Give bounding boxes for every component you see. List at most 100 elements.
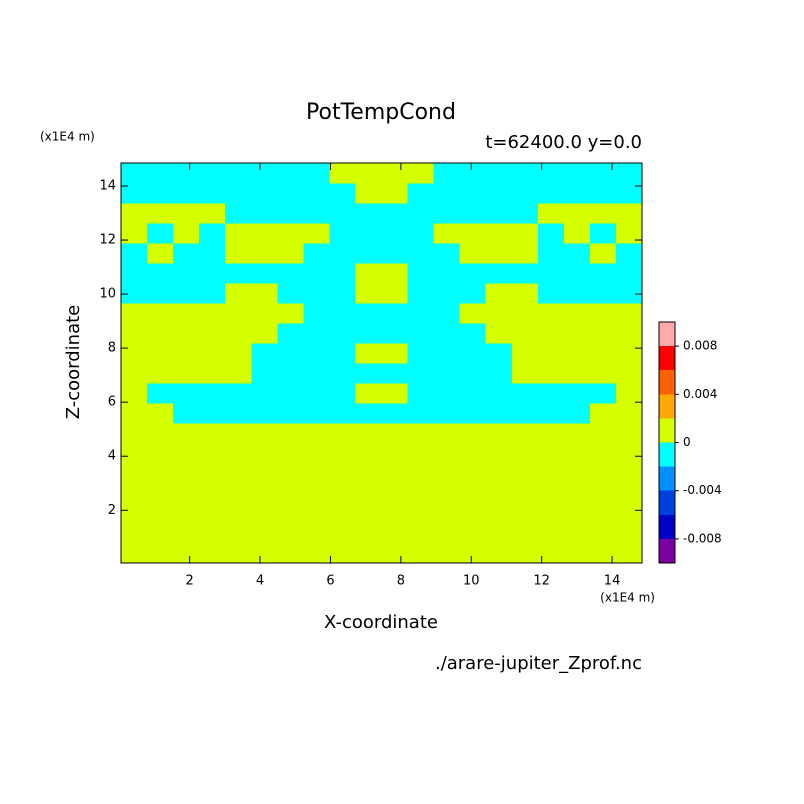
y-tick-label: 14	[99, 178, 116, 193]
contour-cell	[303, 363, 330, 384]
contour-cell	[615, 543, 643, 564]
colorbar-bin	[659, 322, 675, 347]
contour-cell	[381, 443, 409, 464]
contour-cell	[199, 323, 226, 344]
contour-cell	[615, 223, 643, 244]
contour-cell	[355, 303, 382, 324]
contour-cell	[303, 503, 330, 524]
contour-cell	[511, 223, 539, 244]
contour-cell	[511, 483, 539, 504]
contour-cell	[485, 523, 513, 544]
y-axis-label: Z-coordinate	[63, 305, 84, 420]
contour-cell	[563, 443, 591, 464]
contour-cell	[147, 483, 174, 504]
contour-cell	[199, 243, 226, 264]
contour-cell	[355, 403, 382, 424]
contour-cell	[511, 263, 539, 284]
contour-cell	[173, 463, 200, 484]
contour-cell	[173, 523, 200, 544]
contour-cell	[121, 303, 148, 324]
contour-cell	[329, 423, 356, 444]
contour-cell	[485, 323, 513, 344]
contour-cell	[589, 303, 617, 324]
contour-cell	[433, 263, 461, 284]
colorbar-bin	[659, 346, 675, 371]
contour-cell	[329, 283, 356, 304]
contour-cell	[147, 523, 174, 544]
contour-cell	[615, 483, 643, 504]
contour-cell	[173, 223, 200, 244]
contour-cell	[251, 443, 278, 464]
y-tick-label: 6	[108, 395, 116, 410]
contour-cell	[147, 443, 174, 464]
contour-cell	[381, 243, 409, 264]
colorbar-tick-label: -0.004	[683, 483, 722, 497]
contour-cell	[485, 183, 513, 204]
contour-cell	[329, 163, 356, 184]
source-file: ./arare-jupiter_Zprof.nc	[435, 653, 642, 674]
contour-cell	[121, 323, 148, 344]
contour-cell	[537, 463, 565, 484]
contour-cell	[225, 223, 252, 244]
colorbar-bin	[659, 538, 675, 563]
contour-cell	[589, 283, 617, 304]
contour-cell	[225, 523, 252, 544]
contour-cell	[485, 203, 513, 224]
contour-cell	[615, 183, 643, 204]
contour-cell	[407, 523, 435, 544]
contour-cell	[173, 483, 200, 504]
contour-cell	[355, 483, 382, 504]
contour-cell	[121, 343, 148, 364]
contour-cell	[511, 443, 539, 464]
contour-cell	[355, 163, 382, 184]
contour-cell	[615, 523, 643, 544]
contour-cell	[121, 383, 148, 404]
contour-cell	[615, 163, 643, 184]
contour-cell	[615, 383, 643, 404]
x-axis-label: X-coordinate	[324, 612, 438, 633]
contour-cell	[589, 483, 617, 504]
contour-cell	[355, 423, 382, 444]
contour-cell	[303, 403, 330, 424]
contour-cell	[537, 283, 565, 304]
contour-cell	[277, 163, 304, 184]
x-tick-label: 4	[256, 574, 264, 589]
contour-cell	[615, 403, 643, 424]
contour-cell	[277, 203, 304, 224]
contour-cell	[615, 323, 643, 344]
contour-cell	[381, 223, 409, 244]
contour-cell	[277, 283, 304, 304]
contour-cell	[407, 543, 435, 564]
contour-cell	[251, 403, 278, 424]
contour-cell	[147, 223, 174, 244]
contour-cell	[433, 343, 461, 364]
contour-cell	[303, 343, 330, 364]
contour-cell	[199, 183, 226, 204]
contour-cell	[589, 423, 617, 444]
contour-cell	[563, 243, 591, 264]
contour-cell	[589, 163, 617, 184]
contour-cell	[173, 263, 200, 284]
contour-cell	[225, 503, 252, 524]
contour-cell	[251, 363, 278, 384]
contour-cell	[615, 343, 643, 364]
contour-cell	[433, 323, 461, 344]
contour-cell	[589, 523, 617, 544]
contour-cell	[251, 543, 278, 564]
contour-cell	[433, 543, 461, 564]
contour-cell	[511, 283, 539, 304]
contour-cell	[355, 243, 382, 264]
contour-cell	[459, 343, 487, 364]
contour-cell	[563, 323, 591, 344]
contour-cell	[407, 383, 435, 404]
colorbar-tick-label: -0.008	[683, 531, 722, 545]
contour-cell	[537, 263, 565, 284]
contour-cell	[485, 163, 513, 184]
contour-cell	[485, 243, 513, 264]
contour-cell	[485, 303, 513, 324]
contour-cell	[121, 523, 148, 544]
contour-cell	[511, 323, 539, 344]
contour-cell	[433, 283, 461, 304]
contour-cell	[121, 283, 148, 304]
contour-cell	[173, 283, 200, 304]
